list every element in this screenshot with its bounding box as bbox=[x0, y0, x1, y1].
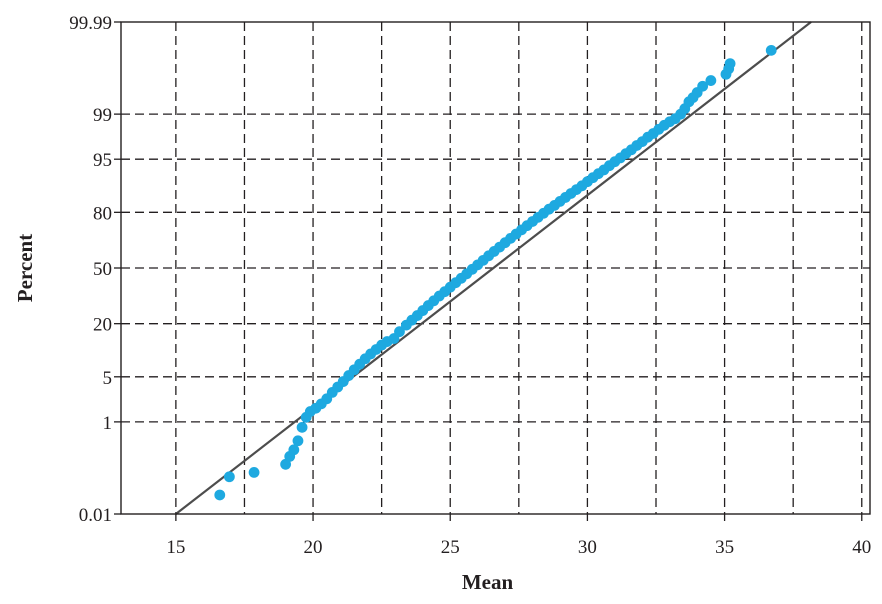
data-point bbox=[296, 421, 308, 433]
fit-line-layer bbox=[175, 21, 812, 515]
fit-line bbox=[175, 21, 812, 515]
data-point bbox=[724, 58, 736, 69]
data-point bbox=[394, 326, 405, 338]
data-point bbox=[292, 435, 304, 447]
x-tick-label: 35 bbox=[715, 537, 734, 558]
y-tick-label: 95 bbox=[93, 150, 112, 171]
x-tick-label: 25 bbox=[441, 537, 460, 558]
data-point bbox=[223, 471, 235, 483]
x-axis-title: Mean bbox=[462, 570, 514, 594]
data-point bbox=[248, 467, 260, 478]
data-point bbox=[765, 44, 777, 56]
y-tick-label: 20 bbox=[93, 315, 112, 336]
data-points bbox=[214, 44, 777, 501]
x-tick-label: 20 bbox=[304, 537, 323, 558]
x-tick-label: 40 bbox=[852, 537, 871, 558]
grid-lines bbox=[121, 22, 870, 514]
y-axis-title: Percent bbox=[13, 234, 37, 302]
x-tick-label: 15 bbox=[166, 537, 185, 558]
x-axis-ticks: 15 20 25 30 35 40 bbox=[166, 514, 871, 558]
y-tick-label: 99 bbox=[93, 105, 112, 126]
y-tick-label: 5 bbox=[103, 368, 113, 389]
y-tick-label: 50 bbox=[93, 259, 112, 280]
data-point bbox=[214, 489, 226, 501]
y-tick-label: 99.99 bbox=[69, 13, 112, 34]
data-point bbox=[288, 444, 300, 456]
y-tick-label: 80 bbox=[93, 203, 112, 224]
data-point bbox=[280, 458, 292, 470]
x-tick-label: 30 bbox=[578, 537, 597, 558]
y-axis-ticks: 0.01 1 5 20 50 80 95 99 99.99 bbox=[69, 13, 121, 526]
y-tick-label: 0.01 bbox=[79, 505, 112, 526]
data-point bbox=[697, 80, 709, 92]
y-tick-label: 1 bbox=[103, 413, 113, 434]
data-point bbox=[705, 75, 717, 86]
